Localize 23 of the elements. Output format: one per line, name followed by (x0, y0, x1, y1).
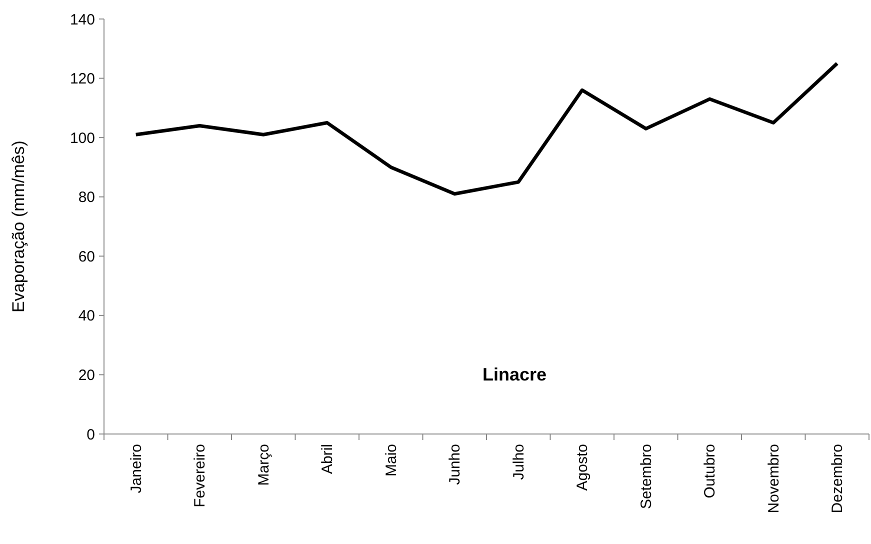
y-axis-title: Evaporação (mm/mês) (9, 140, 28, 312)
x-tick-label: Dezembro (829, 444, 846, 514)
annotation: Linacre (482, 364, 547, 385)
y-tick-label: 60 (78, 248, 95, 266)
y-tick-label: 140 (70, 11, 95, 28)
y-tick-label: 20 (78, 366, 95, 384)
x-tick-label: Junho (446, 444, 464, 485)
y-tick-label: 40 (78, 308, 95, 325)
x-tick-label: Fevereiro (192, 444, 209, 508)
x-tick-label: Abril (319, 444, 336, 474)
line-series (134, 62, 839, 196)
y-tick-label: 120 (70, 70, 95, 88)
y-tick-label: 100 (70, 130, 95, 147)
x-tick-label: Agosto (574, 444, 592, 491)
x-tick-label: Janeiro (128, 444, 145, 494)
y-tick-label: 80 (78, 189, 95, 206)
x-tick-label: Maio (382, 444, 400, 477)
x-tick-label: Março (255, 444, 272, 486)
x-tick-label: Setembro (638, 444, 655, 510)
x-tick-label: Outubro (702, 444, 719, 498)
x-tick-label: Julho (510, 444, 528, 480)
y-tick-label: 0 (86, 426, 95, 444)
x-tick-label: Novembro (765, 444, 782, 514)
